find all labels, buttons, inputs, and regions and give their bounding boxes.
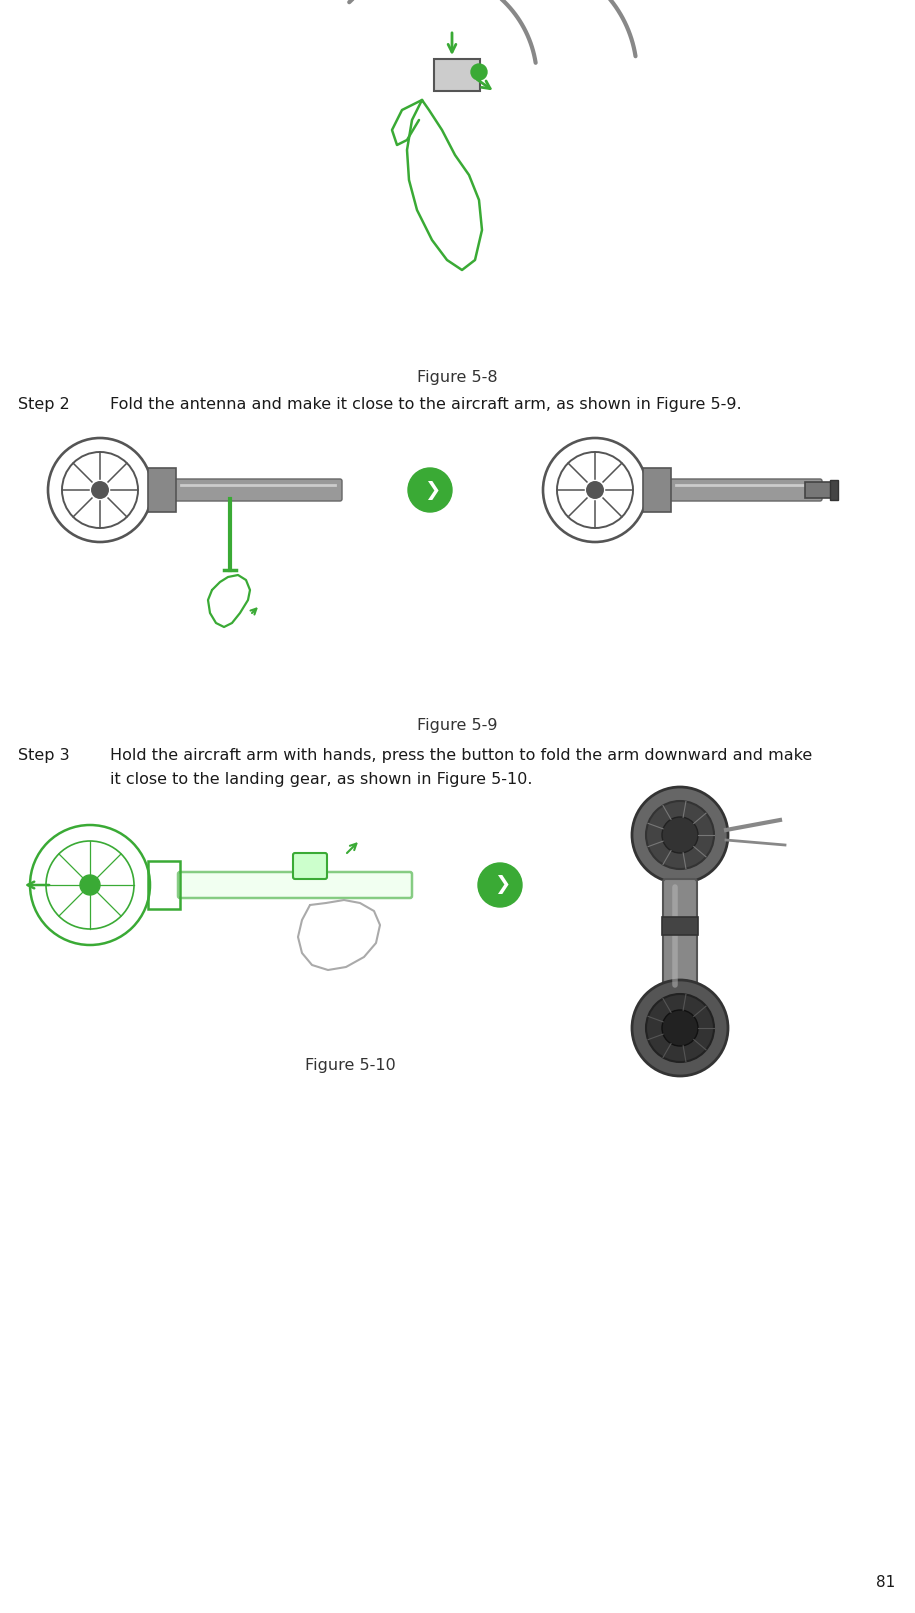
Circle shape [471, 65, 487, 81]
Text: 81: 81 [876, 1574, 895, 1590]
Text: ❯: ❯ [424, 481, 440, 500]
Bar [805, 482, 835, 498]
Text: Fold the antenna and make it close to the aircraft arm, as shown in Figure 5-9.: Fold the antenna and make it close to th… [110, 397, 742, 411]
Bar [148, 861, 180, 910]
Text: Step 3: Step 3 [18, 748, 70, 763]
Circle shape [587, 482, 603, 498]
FancyBboxPatch shape [174, 479, 342, 502]
Circle shape [632, 787, 728, 882]
Bar [662, 918, 698, 936]
FancyBboxPatch shape [669, 479, 822, 502]
FancyBboxPatch shape [434, 60, 480, 90]
FancyBboxPatch shape [663, 879, 697, 994]
FancyBboxPatch shape [178, 873, 412, 898]
Circle shape [662, 818, 698, 853]
Text: ❯: ❯ [494, 876, 511, 895]
Text: Figure 5-10: Figure 5-10 [305, 1058, 395, 1073]
Circle shape [408, 468, 452, 511]
Circle shape [632, 981, 728, 1076]
Circle shape [646, 994, 714, 1061]
Text: Figure 5-8: Figure 5-8 [416, 369, 498, 386]
Bar [148, 468, 176, 511]
Circle shape [662, 1010, 698, 1045]
Text: Figure 5-9: Figure 5-9 [416, 718, 497, 732]
Circle shape [478, 863, 522, 907]
Circle shape [80, 874, 100, 895]
Circle shape [92, 482, 108, 498]
Circle shape [646, 802, 714, 869]
FancyBboxPatch shape [293, 853, 327, 879]
Text: Hold the aircraft arm with hands, press the button to fold the arm downward and : Hold the aircraft arm with hands, press … [110, 748, 813, 763]
Bar [830, 481, 838, 500]
Bar [643, 468, 671, 511]
Text: it close to the landing gear, as shown in Figure 5-10.: it close to the landing gear, as shown i… [110, 773, 533, 787]
Text: Step 2: Step 2 [18, 397, 70, 411]
